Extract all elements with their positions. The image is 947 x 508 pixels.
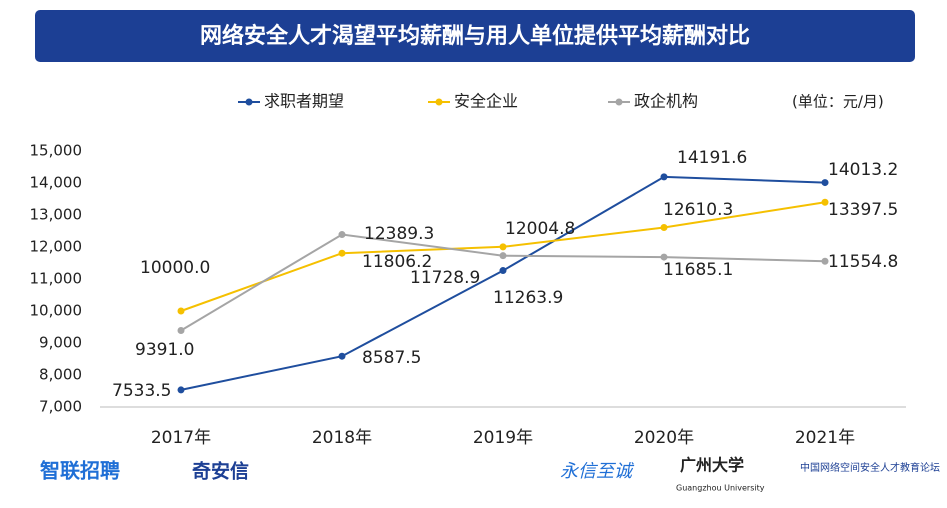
- data-label: 10000.0: [140, 258, 210, 278]
- data-point: [338, 231, 346, 239]
- x-tick-label: 2017年: [151, 428, 211, 448]
- y-tick-label: 7,000: [39, 398, 82, 416]
- chart-title: 网络安全人才渴望平均薪酬与用人单位提供平均薪酬对比: [200, 23, 750, 49]
- x-tick-label: 2018年: [312, 428, 372, 448]
- data-label: 12004.8: [505, 219, 575, 239]
- data-label: 14191.6: [677, 148, 747, 168]
- legend-label: 求职者期望: [264, 92, 344, 111]
- data-point: [177, 326, 185, 334]
- y-tick-label: 9,000: [39, 334, 82, 352]
- logo: 永信至诚: [560, 461, 635, 482]
- x-tick-label: 2021年: [795, 428, 855, 448]
- legend-label: 安全企业: [454, 92, 518, 111]
- data-label: 9391.0: [135, 340, 194, 360]
- data-point: [338, 352, 346, 360]
- data-point: [821, 179, 829, 187]
- logo: 广州大学: [680, 456, 744, 475]
- y-tick-label: 8,000: [39, 366, 82, 384]
- data-point: [660, 173, 668, 181]
- data-label: 8587.5: [362, 348, 421, 368]
- title-banner: [35, 10, 915, 62]
- unit-note: (单位：元/月): [792, 93, 884, 111]
- data-point: [821, 257, 829, 265]
- logo: Guangzhou University: [676, 484, 765, 493]
- y-tick-label: 15,000: [30, 142, 83, 160]
- data-point: [338, 249, 346, 257]
- y-tick-label: 14,000: [30, 174, 83, 192]
- y-tick-label: 12,000: [30, 238, 83, 256]
- x-tick-label: 2019年: [473, 428, 533, 448]
- data-point: [499, 243, 507, 251]
- data-label: 11685.1: [663, 260, 733, 280]
- data-point: [177, 307, 185, 315]
- data-point: [177, 386, 185, 394]
- data-point: [821, 198, 829, 206]
- y-tick-label: 10,000: [30, 302, 83, 320]
- data-point: [660, 223, 668, 231]
- data-label: 11554.8: [828, 252, 898, 272]
- data-label: 11263.9: [493, 288, 563, 308]
- y-tick-label: 13,000: [30, 206, 83, 224]
- logo: 智联招聘: [40, 459, 120, 483]
- data-label: 11806.2: [362, 252, 432, 272]
- data-label: 14013.2: [828, 160, 898, 180]
- data-point: [499, 267, 507, 275]
- data-label: 13397.5: [828, 200, 898, 220]
- logo: 奇安信: [192, 460, 249, 483]
- legend-swatch: [245, 98, 253, 106]
- x-tick-label: 2020年: [634, 428, 694, 448]
- logo: 中国网络空间安全人才教育论坛: [800, 461, 940, 474]
- legend-swatch: [615, 98, 623, 106]
- data-point: [660, 253, 668, 261]
- data-label: 11728.9: [410, 268, 480, 288]
- data-label: 12389.3: [364, 224, 434, 244]
- legend-swatch: [435, 98, 443, 106]
- data-label: 12610.3: [663, 200, 733, 220]
- data-point: [499, 252, 507, 260]
- legend-label: 政企机构: [634, 92, 698, 111]
- data-label: 7533.5: [112, 381, 171, 401]
- y-tick-label: 11,000: [30, 270, 83, 288]
